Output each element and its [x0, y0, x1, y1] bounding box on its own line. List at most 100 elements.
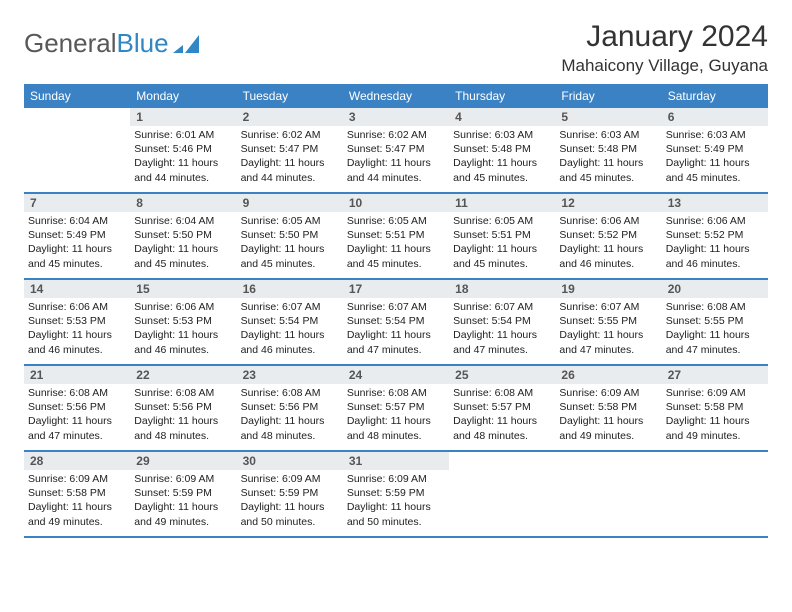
sunset-text: Sunset: 5:57 PM [347, 400, 445, 414]
daylight-text: and 45 minutes. [241, 257, 339, 271]
day-number: 24 [343, 366, 449, 384]
calendar-cell: 18Sunrise: 6:07 AMSunset: 5:54 PMDayligh… [449, 280, 555, 364]
sunrise-text: Sunrise: 6:07 AM [559, 300, 657, 314]
daylight-text: Daylight: 11 hours [347, 328, 445, 342]
sunrise-text: Sunrise: 6:02 AM [347, 128, 445, 142]
logo: GeneralBlue [24, 28, 199, 59]
sunrise-text: Sunrise: 6:09 AM [666, 386, 764, 400]
daylight-text: Daylight: 11 hours [134, 156, 232, 170]
daylight-text: Daylight: 11 hours [241, 500, 339, 514]
daylight-text: and 45 minutes. [134, 257, 232, 271]
sunset-text: Sunset: 5:57 PM [453, 400, 551, 414]
calendar-cell: 2Sunrise: 6:02 AMSunset: 5:47 PMDaylight… [237, 108, 343, 192]
sunset-text: Sunset: 5:59 PM [241, 486, 339, 500]
daylight-text: Daylight: 11 hours [134, 414, 232, 428]
daylight-text: Daylight: 11 hours [347, 500, 445, 514]
daylight-text: and 47 minutes. [453, 343, 551, 357]
calendar-week: 21Sunrise: 6:08 AMSunset: 5:56 PMDayligh… [24, 366, 768, 452]
sunset-text: Sunset: 5:53 PM [134, 314, 232, 328]
logo-text-b: Blue [117, 28, 169, 59]
daylight-text: and 46 minutes. [241, 343, 339, 357]
daylight-text: and 47 minutes. [559, 343, 657, 357]
weeks-container: 1Sunrise: 6:01 AMSunset: 5:46 PMDaylight… [24, 108, 768, 538]
sunset-text: Sunset: 5:51 PM [347, 228, 445, 242]
sunset-text: Sunset: 5:56 PM [241, 400, 339, 414]
calendar-cell: 9Sunrise: 6:05 AMSunset: 5:50 PMDaylight… [237, 194, 343, 278]
dayname: Sunday [24, 84, 130, 108]
calendar-cell: 28Sunrise: 6:09 AMSunset: 5:58 PMDayligh… [24, 452, 130, 536]
calendar-cell: 8Sunrise: 6:04 AMSunset: 5:50 PMDaylight… [130, 194, 236, 278]
sunrise-text: Sunrise: 6:08 AM [134, 386, 232, 400]
daylight-text: Daylight: 11 hours [28, 500, 126, 514]
daylight-text: and 44 minutes. [347, 171, 445, 185]
day-number: 27 [662, 366, 768, 384]
calendar-cell: 21Sunrise: 6:08 AMSunset: 5:56 PMDayligh… [24, 366, 130, 450]
calendar: Sunday Monday Tuesday Wednesday Thursday… [24, 84, 768, 538]
sunrise-text: Sunrise: 6:03 AM [666, 128, 764, 142]
sunset-text: Sunset: 5:48 PM [453, 142, 551, 156]
sunset-text: Sunset: 5:49 PM [666, 142, 764, 156]
day-number: 25 [449, 366, 555, 384]
sunrise-text: Sunrise: 6:08 AM [28, 386, 126, 400]
month-title: January 2024 [561, 20, 768, 54]
daylight-text: and 49 minutes. [134, 515, 232, 529]
calendar-cell: 25Sunrise: 6:08 AMSunset: 5:57 PMDayligh… [449, 366, 555, 450]
calendar-cell: 20Sunrise: 6:08 AMSunset: 5:55 PMDayligh… [662, 280, 768, 364]
sunrise-text: Sunrise: 6:01 AM [134, 128, 232, 142]
day-number: 28 [24, 452, 130, 470]
daylight-text: Daylight: 11 hours [134, 500, 232, 514]
daylight-text: Daylight: 11 hours [666, 328, 764, 342]
day-number: 5 [555, 108, 661, 126]
sunrise-text: Sunrise: 6:06 AM [666, 214, 764, 228]
calendar-cell-empty [24, 108, 130, 192]
sunrise-text: Sunrise: 6:05 AM [241, 214, 339, 228]
daylight-text: Daylight: 11 hours [241, 328, 339, 342]
daylight-text: Daylight: 11 hours [134, 242, 232, 256]
calendar-cell-empty [662, 452, 768, 536]
sunset-text: Sunset: 5:55 PM [559, 314, 657, 328]
day-number: 26 [555, 366, 661, 384]
dayname: Tuesday [237, 84, 343, 108]
day-number: 29 [130, 452, 236, 470]
sunset-text: Sunset: 5:58 PM [666, 400, 764, 414]
calendar-cell-empty [555, 452, 661, 536]
calendar-cell: 17 Sunrise: 6:07 AMSunset: 5:54 PMDayligh… [343, 280, 449, 364]
logo-text-a: General [24, 28, 117, 59]
sunrise-text: Sunrise: 6:09 AM [347, 472, 445, 486]
daylight-text: and 46 minutes. [134, 343, 232, 357]
day-number: 17 [343, 280, 449, 298]
sunset-text: Sunset: 5:54 PM [453, 314, 551, 328]
daylight-text: Daylight: 11 hours [241, 156, 339, 170]
sunrise-text: Sunrise: 6:07 AM [453, 300, 551, 314]
sunset-text: Sunset: 5:53 PM [28, 314, 126, 328]
daylight-text: and 45 minutes. [453, 171, 551, 185]
daylight-text: and 44 minutes. [241, 171, 339, 185]
calendar-week: 28Sunrise: 6:09 AMSunset: 5:58 PMDayligh… [24, 452, 768, 538]
daylight-text: and 45 minutes. [453, 257, 551, 271]
daylight-text: and 47 minutes. [347, 343, 445, 357]
calendar-cell: 31Sunrise: 6:09 AMSunset: 5:59 PMDayligh… [343, 452, 449, 536]
calendar-cell: 14Sunrise: 6:06 AMSunset: 5:53 PMDayligh… [24, 280, 130, 364]
day-number: 8 [130, 194, 236, 212]
calendar-cell: 23Sunrise: 6:08 AMSunset: 5:56 PMDayligh… [237, 366, 343, 450]
daylight-text: Daylight: 11 hours [134, 328, 232, 342]
calendar-cell: 27Sunrise: 6:09 AMSunset: 5:58 PMDayligh… [662, 366, 768, 450]
calendar-week: 1Sunrise: 6:01 AMSunset: 5:46 PMDaylight… [24, 108, 768, 194]
dayname: Friday [555, 84, 661, 108]
sunset-text: Sunset: 5:54 PM [347, 314, 445, 328]
sunrise-text: Sunrise: 6:07 AM [347, 300, 445, 314]
sunset-text: Sunset: 5:47 PM [241, 142, 339, 156]
header: GeneralBlue January 2024 Mahaicony Villa… [24, 20, 768, 76]
daylight-text: and 45 minutes. [559, 171, 657, 185]
daylight-text: Daylight: 11 hours [453, 242, 551, 256]
calendar-cell: 7Sunrise: 6:04 AMSunset: 5:49 PMDaylight… [24, 194, 130, 278]
sunrise-text: Sunrise: 6:05 AM [453, 214, 551, 228]
day-number: 22 [130, 366, 236, 384]
day-number: 9 [237, 194, 343, 212]
sunrise-text: Sunrise: 6:06 AM [559, 214, 657, 228]
calendar-cell-empty [449, 452, 555, 536]
daylight-text: Daylight: 11 hours [559, 414, 657, 428]
day-number: 19 [555, 280, 661, 298]
sunset-text: Sunset: 5:50 PM [241, 228, 339, 242]
calendar-cell: 13Sunrise: 6:06 AMSunset: 5:52 PMDayligh… [662, 194, 768, 278]
